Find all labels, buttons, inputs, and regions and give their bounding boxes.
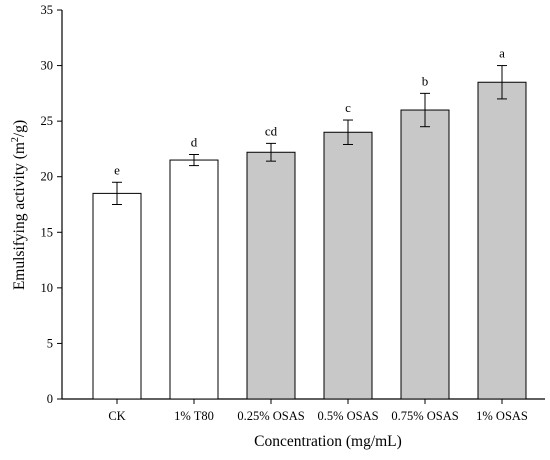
error-bar <box>112 181 122 205</box>
x-axis-title: Concentration (mg/mL) <box>254 433 402 450</box>
x-tick-label: 0.75% OSAS <box>391 409 458 423</box>
y-axis-title-main: Emulsifying activity (m <box>11 142 28 290</box>
y-axis-title-end: /g) <box>11 120 28 137</box>
error-bar <box>189 153 199 167</box>
y-tick-label: 15 <box>41 225 54 239</box>
y-tick-label: 5 <box>47 336 53 350</box>
significance-label: a <box>499 46 505 61</box>
error-bar <box>343 119 353 145</box>
x-tick-label: 1% T80 <box>174 409 214 423</box>
bars: e d cd c b a <box>92 46 527 400</box>
y-axis-title: Emulsifying activity (m2/g) <box>10 120 28 290</box>
x-tick-label: 0.5% OSAS <box>317 409 378 423</box>
y-tick-label: 25 <box>41 114 54 128</box>
bar <box>400 109 450 400</box>
significance-label: cd <box>265 123 278 138</box>
bar <box>92 192 142 400</box>
error-bar <box>497 65 507 100</box>
y-axis-title-superscript: 2 <box>10 137 21 142</box>
y-axis: 0 5 10 15 20 25 30 35 <box>41 3 63 406</box>
significance-label: c <box>345 100 351 115</box>
y-tick-label: 0 <box>47 392 53 406</box>
y-tick-label: 20 <box>41 170 54 184</box>
x-tick-label: 1% OSAS <box>476 409 528 423</box>
bar <box>323 131 373 400</box>
significance-label: d <box>191 134 198 149</box>
y-tick-label: 10 <box>41 281 54 295</box>
y-tick-label: 30 <box>41 59 54 73</box>
significance-label: e <box>114 162 120 177</box>
bar <box>477 81 527 400</box>
bar <box>246 151 296 400</box>
bar <box>169 159 219 400</box>
y-tick-label: 35 <box>41 3 54 17</box>
x-tick-label: CK <box>108 409 125 423</box>
significance-label: b <box>422 73 429 88</box>
error-bar <box>266 142 276 162</box>
x-tick-label: 0.25% OSAS <box>237 409 304 423</box>
error-bar <box>420 92 430 128</box>
x-axis: CK 1% T80 0.25% OSAS 0.5% OSAS 0.75% OSAS 1% … <box>62 398 545 423</box>
